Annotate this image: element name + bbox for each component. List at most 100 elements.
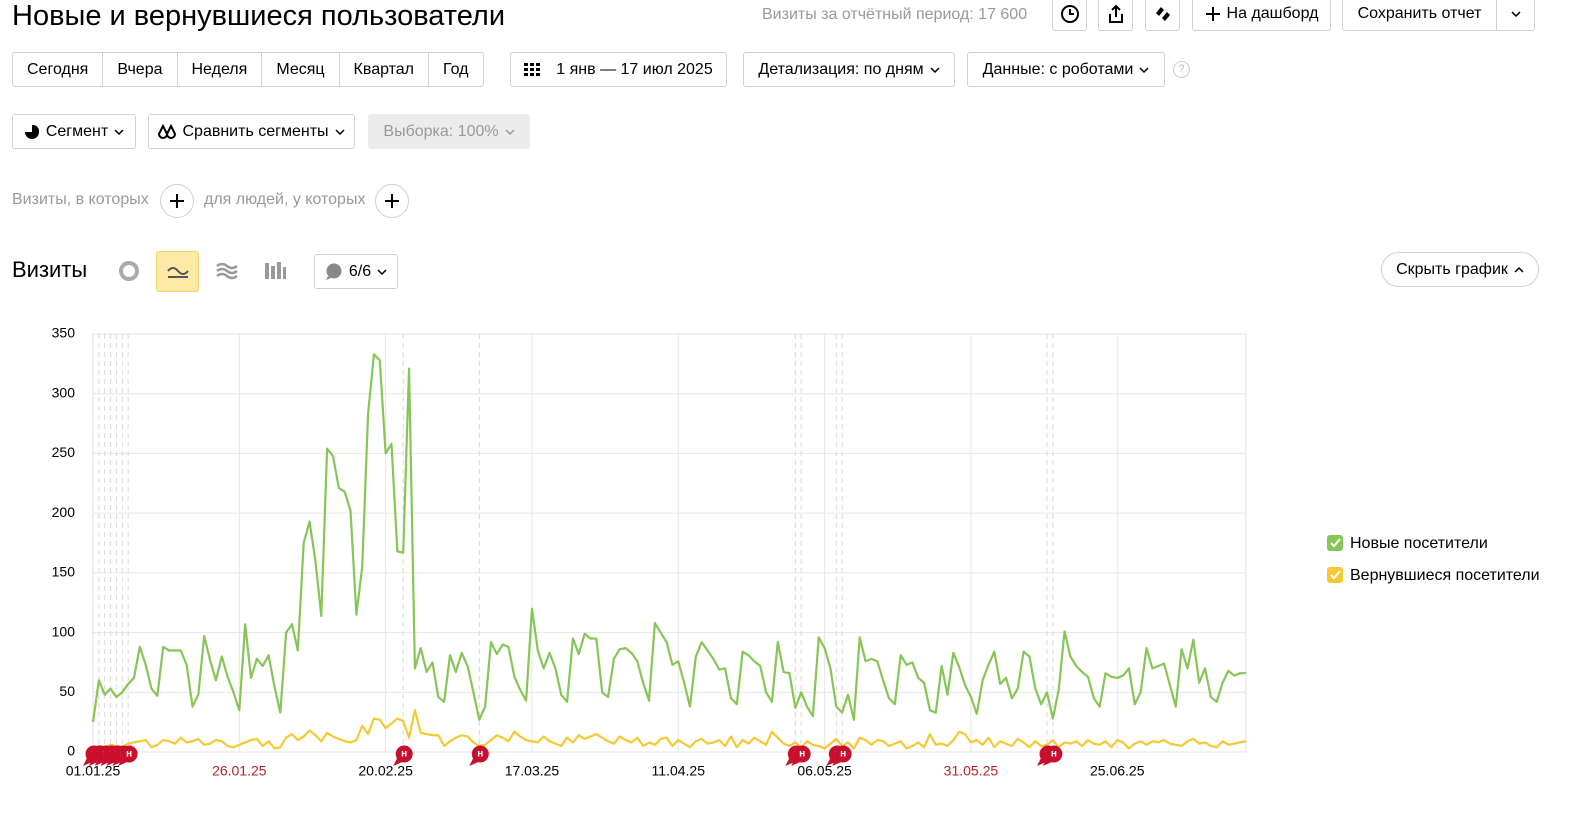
annotation-label: н [103, 749, 109, 760]
annotation-dot [787, 745, 805, 763]
period-button[interactable]: Вчера [103, 53, 178, 86]
share-button[interactable] [1098, 0, 1133, 31]
annotation-label: н [114, 749, 120, 760]
annotation-label: н [840, 749, 846, 760]
legend-label: Вернувшиеся посетители [1350, 567, 1540, 584]
annotation-dot [395, 745, 413, 763]
annotation-marker: н [469, 745, 489, 766]
annotation-dot [1039, 745, 1057, 763]
annotation-dot [834, 745, 852, 763]
annotation-tail [469, 758, 479, 766]
legend-check [1330, 570, 1341, 580]
annotation-label: н [477, 749, 483, 760]
annotation-label: н [97, 749, 103, 760]
hide-chart-label: Скрыть график [1396, 260, 1508, 278]
save-label: Сохранить отчет [1357, 4, 1482, 22]
dashboard-button[interactable]: На дашборд [1192, 0, 1331, 31]
annotation-tail [118, 758, 128, 766]
annotation-tail [1042, 758, 1052, 766]
legend-check [1330, 538, 1341, 548]
area-view[interactable] [216, 262, 238, 285]
annotation-tail [785, 758, 795, 766]
x-tick-label: 01.01.25 [66, 763, 121, 779]
annotation-tail [100, 758, 110, 766]
y-tick-label: 200 [52, 504, 76, 520]
annotation-dot [471, 745, 489, 763]
y-tick-label: 100 [52, 623, 76, 639]
annotation-dot [1045, 745, 1063, 763]
bar-view[interactable] [264, 261, 286, 284]
add-visit-filter[interactable] [160, 184, 194, 218]
hide-chart-button[interactable]: Скрыть график [1381, 252, 1539, 287]
annotation-marker: н [826, 745, 846, 766]
annotation-tail [94, 758, 104, 766]
legend-checkbox [1327, 535, 1343, 551]
filter-visits: Визиты, в которых [12, 191, 149, 208]
data-mode-select[interactable]: Данные: с роботами [967, 52, 1165, 87]
annotation-marker: н [112, 745, 132, 766]
period-button[interactable]: Сегодня [13, 53, 104, 86]
annotation-marker: н [88, 745, 109, 766]
x-tick-label: 11.04.25 [652, 763, 706, 779]
data-mode-label: Данные: с роботами [982, 60, 1134, 78]
dashboard-label: На дашборд [1226, 4, 1319, 22]
date-range[interactable]: 1 янв — 17 июл 2025 [510, 52, 727, 87]
annotation-label: н [799, 749, 805, 760]
x-tick-label: 06.05.25 [797, 763, 852, 779]
annotation-tail [112, 758, 122, 766]
add-people-filter[interactable] [375, 184, 409, 218]
annotation-label: н [126, 749, 132, 760]
annotation-tail [393, 758, 403, 766]
x-tick-label: 25.06.25 [1090, 763, 1145, 779]
period-button[interactable]: Квартал [340, 53, 430, 86]
annotation-label: н [91, 749, 97, 760]
y-tick-label: 250 [52, 444, 76, 460]
api-button[interactable] [1145, 0, 1180, 31]
chart-heading: Визиты [12, 257, 88, 282]
x-tick-label: 31.05.25 [944, 763, 999, 779]
sample-button[interactable]: Выборка: 100% [368, 114, 530, 149]
annotation-dot [793, 745, 811, 763]
annotation-marker: н [83, 745, 103, 766]
compare-label: Сравнить сегменты [182, 122, 329, 140]
y-tick-label: 150 [52, 564, 76, 580]
period-button[interactable]: Неделя [178, 53, 263, 86]
annotation-dot [828, 745, 846, 763]
x-tick-label: 17.03.25 [505, 763, 560, 779]
plot-frame [92, 333, 1247, 753]
history-button[interactable] [1052, 0, 1087, 31]
period-group: Сегодня Вчера Неделя Месяц Квартал Год [12, 52, 484, 87]
annotation-label: н [793, 749, 799, 760]
date-range-label: 1 янв — 17 июл 2025 [556, 60, 713, 78]
annotation-marker: н [94, 745, 115, 766]
annotation-marker: н [832, 745, 852, 766]
notes-button[interactable]: 6/6 [314, 254, 398, 289]
y-tick-label: 0 [67, 743, 75, 759]
save-button[interactable]: Сохранить отчет [1342, 0, 1497, 31]
annotation-dot [114, 745, 132, 763]
help-icon[interactable]: ? [1173, 61, 1190, 78]
annotation-label: н [1051, 749, 1057, 760]
x-tick-label: 26.01.25 [212, 763, 267, 779]
period-button[interactable]: Месяц [262, 53, 340, 86]
detail-select[interactable]: Детализация: по дням [743, 52, 955, 87]
segment-label: Сегмент [45, 122, 109, 140]
annotation-marker: н [1042, 745, 1063, 766]
pie-view[interactable] [118, 260, 140, 287]
notes-count: 6/6 [348, 262, 372, 280]
detail-label: Детализация: по дням [758, 60, 924, 78]
annotation-dot [108, 745, 126, 763]
period-button[interactable]: Год [443, 60, 469, 78]
annotation-label: н [120, 749, 126, 760]
save-menu[interactable] [1496, 0, 1535, 31]
segment-button[interactable]: Сегмент [12, 114, 136, 149]
y-tick-label: 350 [52, 325, 76, 341]
annotation-tail [106, 758, 116, 766]
annotation-tail [791, 758, 801, 766]
annotation-marker: н [118, 745, 138, 766]
annotation-marker: н [100, 745, 121, 766]
compare-button[interactable]: Сравнить сегменты [148, 114, 355, 149]
annotation-tail [88, 758, 98, 766]
line-view[interactable] [156, 251, 199, 292]
series-line [92, 709, 1247, 750]
